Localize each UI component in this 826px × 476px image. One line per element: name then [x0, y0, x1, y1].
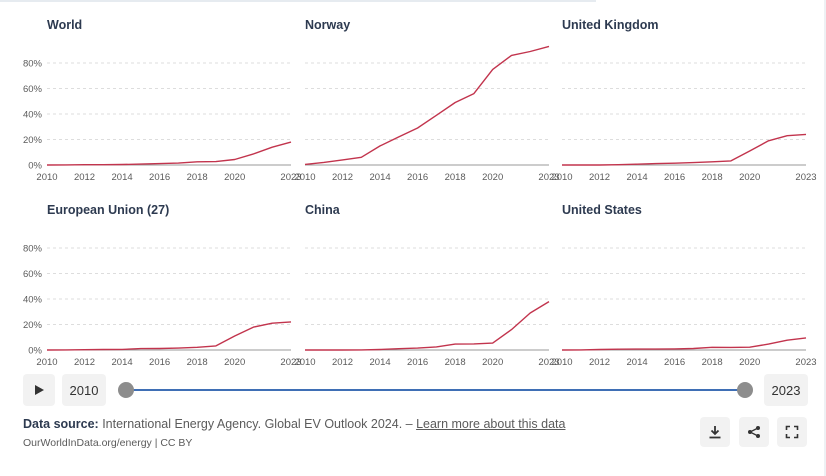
panel-title: World — [47, 18, 82, 32]
x-tick-label: 2023 — [538, 357, 559, 368]
fullscreen-icon — [785, 425, 799, 439]
x-tick-label: 2010 — [551, 172, 572, 183]
y-tick-label: 0% — [28, 161, 42, 172]
x-tick-label: 2014 — [370, 357, 391, 368]
series-line — [562, 133, 807, 166]
download-icon — [709, 426, 721, 439]
panel-title: United States — [562, 203, 642, 217]
x-tick-label: 2012 — [589, 357, 610, 368]
x-tick-label: 2012 — [74, 357, 95, 368]
x-tick-label: 2023 — [795, 172, 816, 183]
series-line — [46, 321, 292, 351]
x-tick-label: 2016 — [407, 172, 428, 183]
credit-text: OurWorldInData.org/energy | CC BY — [23, 437, 193, 449]
x-tick-label: 2010 — [36, 172, 57, 183]
share-button[interactable] — [739, 417, 769, 447]
x-tick-label: 2018 — [187, 172, 208, 183]
x-tick-label: 2014 — [370, 172, 391, 183]
x-tick-label: 2014 — [627, 172, 648, 183]
top-divider — [0, 0, 596, 2]
x-tick-label: 2020 — [224, 172, 245, 183]
x-tick-label: 2012 — [74, 172, 95, 183]
x-tick-label: 2018 — [702, 172, 723, 183]
series-line — [304, 45, 550, 166]
start-year-handle[interactable] — [118, 382, 134, 398]
x-tick-label: 2012 — [332, 172, 353, 183]
share-icon — [748, 426, 760, 438]
y-tick-label: 40% — [23, 295, 43, 306]
y-tick-label: 60% — [23, 84, 43, 95]
x-tick-label: 2018 — [187, 357, 208, 368]
x-tick-label: 2014 — [112, 172, 133, 183]
x-tick-label: 2010 — [551, 357, 572, 368]
x-tick-label: 2016 — [664, 357, 685, 368]
x-tick-label: 2020 — [739, 357, 760, 368]
y-tick-label: 40% — [23, 110, 43, 121]
y-tick-label: 80% — [23, 59, 43, 70]
start-year-label: 2010 — [62, 374, 106, 406]
fullscreen-button[interactable] — [777, 417, 807, 447]
x-tick-label: 2023 — [538, 172, 559, 183]
x-tick-label: 2016 — [407, 357, 428, 368]
data-source: Data source: International Energy Agency… — [23, 417, 565, 431]
panel-title: European Union (27) — [47, 203, 169, 217]
x-tick-label: 2020 — [739, 172, 760, 183]
download-button[interactable] — [700, 417, 730, 447]
x-tick-label: 2010 — [294, 172, 315, 183]
panel-title: United Kingdom — [562, 18, 659, 32]
y-tick-label: 20% — [23, 135, 43, 146]
small-multiples-chart: World 0% 20% 40% 60% 80% 2010 2012 2014 2016 2018 2… — [23, 18, 817, 368]
y-tick-label: 60% — [23, 269, 43, 280]
panel-title: China — [305, 203, 341, 217]
x-tick-label: 2010 — [294, 357, 315, 368]
play-icon — [35, 385, 44, 395]
x-tick-label: 2018 — [445, 357, 466, 368]
x-tick-label: 2018 — [702, 357, 723, 368]
data-source-text: International Energy Agency. Global EV O… — [98, 417, 417, 431]
y-tick-label: 80% — [23, 244, 43, 255]
x-tick-label: 2020 — [224, 357, 245, 368]
x-tick-label: 2010 — [36, 357, 57, 368]
end-year-handle[interactable] — [737, 382, 753, 398]
x-tick-label: 2016 — [149, 172, 170, 183]
x-tick-label: 2023 — [280, 172, 301, 183]
timeline-control: 2010 2023 — [23, 374, 809, 406]
x-tick-label: 2014 — [627, 357, 648, 368]
play-button[interactable] — [23, 374, 55, 406]
x-tick-label: 2012 — [332, 357, 353, 368]
series-line — [305, 301, 550, 351]
x-tick-label: 2012 — [589, 172, 610, 183]
panel-title: Norway — [305, 18, 350, 32]
x-tick-label: 2023 — [795, 357, 816, 368]
x-tick-label: 2018 — [445, 172, 466, 183]
x-tick-label: 2020 — [482, 357, 503, 368]
end-year-label: 2023 — [764, 374, 808, 406]
data-source-label: Data source: — [23, 417, 99, 431]
series-line — [46, 141, 292, 166]
x-tick-label: 2016 — [149, 357, 170, 368]
learn-more-link[interactable]: Learn more about this data — [416, 417, 566, 431]
x-tick-label: 2020 — [482, 172, 503, 183]
y-tick-label: 20% — [23, 320, 43, 331]
series-line — [561, 337, 807, 351]
x-tick-label: 2016 — [664, 172, 685, 183]
x-tick-label: 2023 — [280, 357, 301, 368]
x-tick-label: 2014 — [112, 357, 133, 368]
timeline-track[interactable] — [125, 389, 745, 391]
right-divider — [824, 0, 826, 476]
y-tick-label: 0% — [28, 346, 42, 357]
